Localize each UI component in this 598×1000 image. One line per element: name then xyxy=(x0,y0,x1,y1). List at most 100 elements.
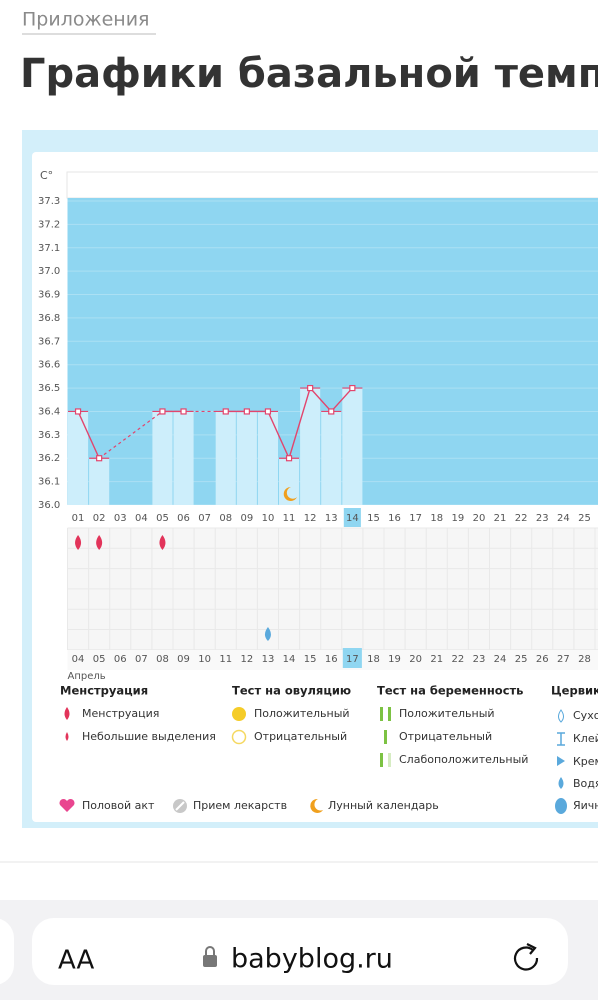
text-size-button[interactable]: AA xyxy=(58,946,95,976)
legend-item: Отрицательный xyxy=(399,730,492,743)
menstruation-icon xyxy=(75,535,82,550)
highlight-cell xyxy=(342,648,362,668)
legend-icon xyxy=(557,756,565,766)
month-label: Апрель xyxy=(68,671,106,682)
point xyxy=(307,384,314,392)
cervical-icon xyxy=(264,627,271,641)
legend-icon xyxy=(388,753,391,767)
date-label: 20 xyxy=(409,654,422,665)
y-tick-label: 36.3 xyxy=(38,430,60,441)
plot-top-strip xyxy=(66,171,598,199)
legend-item: Положительный xyxy=(399,707,495,720)
moon-icon xyxy=(283,486,298,501)
x-tick-label: 05 xyxy=(156,513,169,524)
legend-icon xyxy=(64,707,70,720)
x-tick-label: 07 xyxy=(198,513,211,524)
reload-button[interactable] xyxy=(513,943,539,971)
plot: 36.0 36.1 36.2 36.3 36.4 36.5 36.6 36.7 36.8 36.9… xyxy=(38,196,598,682)
legend-item: Менструация xyxy=(82,707,159,720)
bar xyxy=(215,411,236,505)
y-tick-label: 37.1 xyxy=(38,243,60,254)
x-tick-label: 04 xyxy=(135,513,148,524)
legend-title: Менструация xyxy=(60,684,148,698)
x-tick-label: 08 xyxy=(219,513,232,524)
legend-icon xyxy=(232,707,246,721)
address-bar[interactable] xyxy=(32,918,568,985)
y-tick-label: 36.8 xyxy=(38,313,60,324)
date-label: 10 xyxy=(198,654,211,665)
date-label: 17 xyxy=(346,654,359,665)
point xyxy=(264,408,272,415)
legend-icon xyxy=(384,730,387,744)
date-label: 12 xyxy=(240,654,253,665)
point xyxy=(74,408,82,415)
date-label: 09 xyxy=(177,654,190,665)
legend-icon xyxy=(380,753,383,767)
bar xyxy=(173,411,194,505)
date-label: 18 xyxy=(367,654,380,665)
date-label: 28 xyxy=(578,654,591,665)
bar xyxy=(342,388,363,505)
legend-item: Лунный календарь xyxy=(328,799,439,812)
legend: Менструация Менструация Небольшие выделе… xyxy=(59,684,598,814)
x-tick-label: 21 xyxy=(494,513,507,524)
x-tick-label: 16 xyxy=(388,513,401,524)
legend-item: Половой акт xyxy=(82,799,155,812)
x-tick-label: 20 xyxy=(473,513,486,524)
bar xyxy=(300,388,321,505)
legend-title: Тест на беременность xyxy=(377,684,523,698)
legend-item: Сухо xyxy=(573,709,598,722)
legend-icon xyxy=(555,798,567,814)
point xyxy=(328,408,335,415)
point xyxy=(243,408,250,415)
y-tick-label: 37.3 xyxy=(38,196,60,207)
legend-icon xyxy=(59,798,75,812)
y-tick-label: 36.4 xyxy=(38,406,60,417)
date-label: 25 xyxy=(515,654,528,665)
date-label: 27 xyxy=(557,654,570,665)
bar xyxy=(89,458,110,505)
legend-icon xyxy=(388,707,391,721)
legend-item: Клей xyxy=(573,732,598,745)
menstruation-icon xyxy=(159,535,166,550)
breadcrumb[interactable]: Приложения xyxy=(22,9,149,31)
highlight-cell xyxy=(343,508,361,527)
bar xyxy=(257,411,278,505)
point xyxy=(96,455,103,462)
legend-item: Небольшие выделения xyxy=(82,730,216,743)
y-tick-label: 37.0 xyxy=(38,266,60,277)
date-label: 21 xyxy=(430,654,443,665)
y-tick-label: 36.6 xyxy=(38,360,60,371)
legend-title: Тест на овуляцию xyxy=(232,684,351,698)
x-tick-label: 18 xyxy=(430,513,443,524)
date-label: 22 xyxy=(451,654,464,665)
y-tick-label: 36.2 xyxy=(38,453,60,464)
x-tick-label: 06 xyxy=(177,513,190,524)
legend-title: Цервика xyxy=(551,684,598,698)
y-tick-label: 36.9 xyxy=(38,290,60,301)
gap-connector xyxy=(98,410,163,459)
y-axis-label: C° xyxy=(40,169,53,182)
x-tick-label: 13 xyxy=(325,513,338,524)
legend-item: Слабоположительный xyxy=(399,753,528,766)
url[interactable]: babyblog.ru xyxy=(231,944,393,975)
x-tick-label: 11 xyxy=(283,513,296,524)
date-label: 13 xyxy=(262,654,275,665)
point xyxy=(349,384,356,392)
x-tick-label: 10 xyxy=(262,513,275,524)
date-label: 15 xyxy=(304,654,317,665)
x-tick-label: 02 xyxy=(93,513,106,524)
y-tick-label: 36.7 xyxy=(38,336,60,347)
x-tick-label: 09 xyxy=(240,513,253,524)
date-label: 16 xyxy=(325,654,338,665)
y-tick-label: 36.0 xyxy=(38,500,60,511)
legend-item: Прием лекарств xyxy=(193,799,287,812)
date-label: 08 xyxy=(156,654,169,665)
y-tick-label: 36.1 xyxy=(38,477,60,488)
y-tick-label: 36.5 xyxy=(38,383,60,394)
tab-pill-prev[interactable] xyxy=(0,918,14,985)
date-label: 04 xyxy=(72,654,85,665)
point xyxy=(285,455,293,462)
bar xyxy=(152,411,173,505)
x-tick-label: 25 xyxy=(578,513,591,524)
